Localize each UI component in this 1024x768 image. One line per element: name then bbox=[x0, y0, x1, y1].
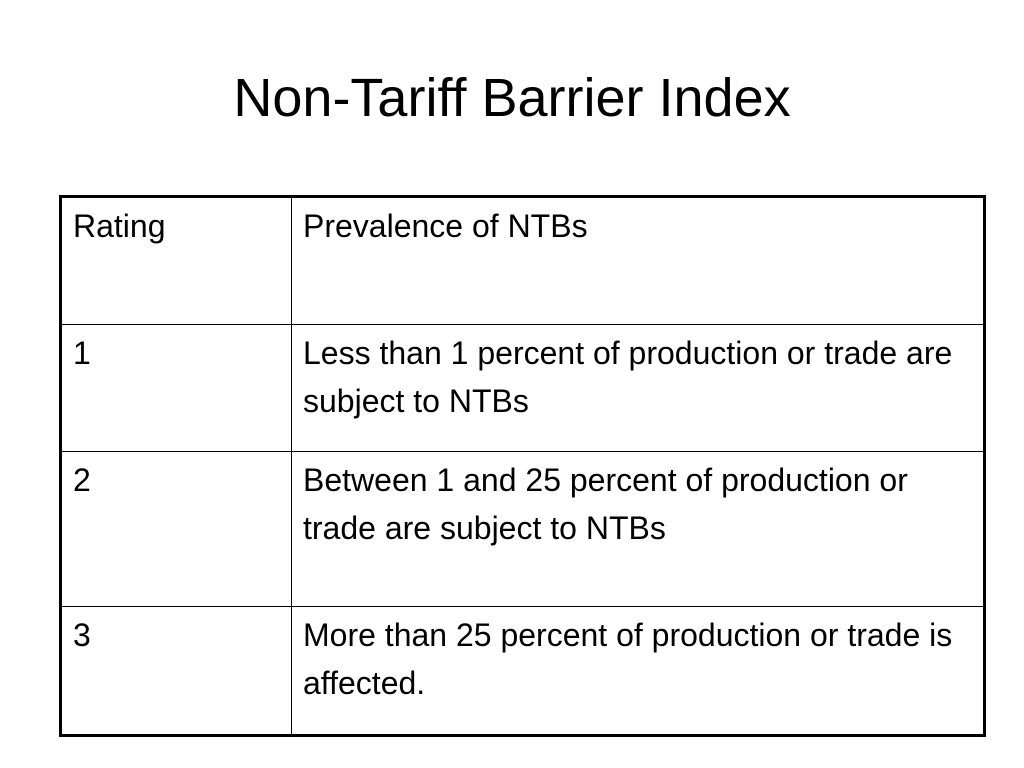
rating-cell: 2 bbox=[60, 451, 292, 607]
rating-cell: 1 bbox=[60, 324, 292, 452]
ntb-index-table: Rating Prevalence of NTBs 1 Less than 1 … bbox=[59, 195, 986, 737]
table-row: 1 Less than 1 percent of production or t… bbox=[60, 324, 985, 452]
header-rating: Rating bbox=[60, 196, 292, 325]
prevalence-cell: More than 25 percent of production or tr… bbox=[291, 606, 985, 736]
table-row: 3 More than 25 percent of production or … bbox=[60, 606, 985, 736]
prevalence-cell: Less than 1 percent of production or tra… bbox=[291, 324, 985, 452]
table-row: 2 Between 1 and 25 percent of production… bbox=[60, 451, 985, 607]
prevalence-cell: Between 1 and 25 percent of production o… bbox=[291, 451, 985, 607]
slide-title: Non-Tariff Barrier Index bbox=[233, 68, 791, 128]
rating-cell: 3 bbox=[60, 606, 292, 736]
table-header-row: Rating Prevalence of NTBs bbox=[60, 196, 985, 325]
header-prevalence: Prevalence of NTBs bbox=[291, 196, 985, 325]
